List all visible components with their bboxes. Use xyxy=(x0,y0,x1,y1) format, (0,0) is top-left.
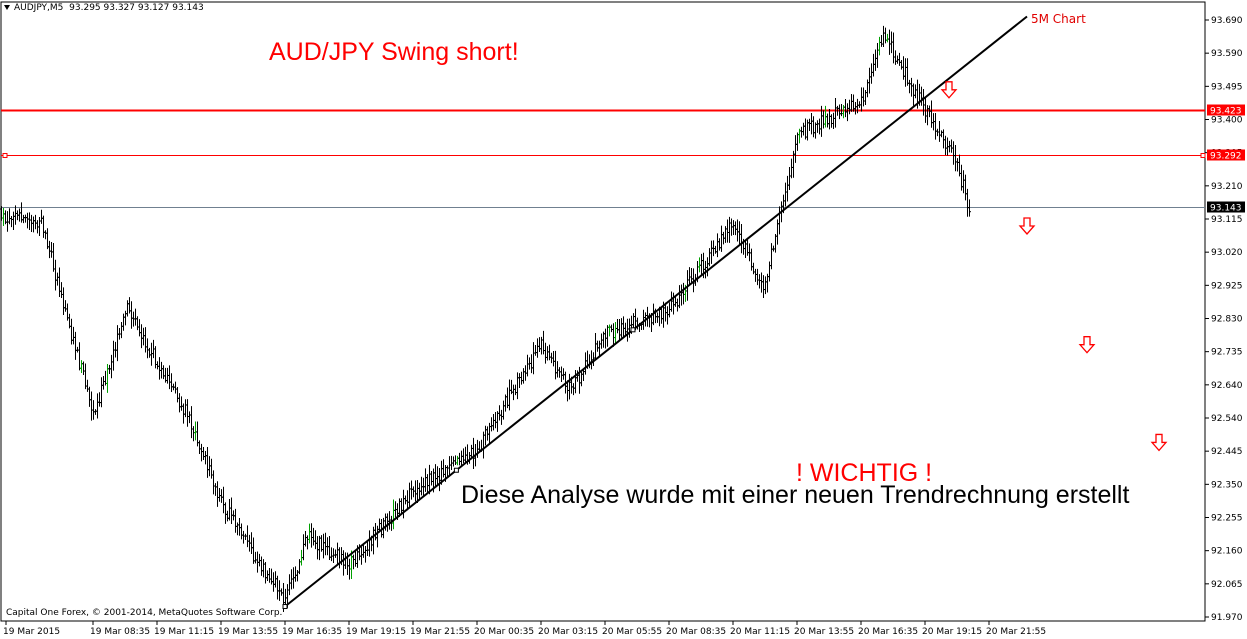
y-tick-label: 93.590 xyxy=(1211,49,1243,59)
x-tick-label: 19 Mar 2015 xyxy=(3,627,60,637)
down-arrow-icon xyxy=(1150,433,1168,452)
x-tick-label: 20 Mar 21:55 xyxy=(986,627,1046,637)
x-tick-label: 20 Mar 19:15 xyxy=(922,627,982,637)
y-tick-label: 92.445 xyxy=(1211,447,1243,457)
y-tick-label: 92.160 xyxy=(1211,547,1243,557)
y-tick-label: 92.255 xyxy=(1211,514,1243,524)
ohlc-values: 93.295 93.327 93.127 93.143 xyxy=(69,3,204,13)
y-tick-label: 93.495 xyxy=(1211,82,1243,92)
x-tick-label: 19 Mar 19:15 xyxy=(346,627,406,637)
down-arrow-icon xyxy=(1078,336,1096,354)
y-tick-label: 92.540 xyxy=(1211,414,1243,424)
copyright-text: Capital One Forex, © 2001-2014, MetaQuot… xyxy=(6,608,283,618)
line-anchor xyxy=(1200,153,1206,158)
x-tick-label: 19 Mar 21:55 xyxy=(410,627,470,637)
y-tick-label: 92.640 xyxy=(1211,381,1243,391)
price-tag xyxy=(1207,149,1245,161)
y-tick-label: 93.400 xyxy=(1211,116,1243,126)
y-tick-label: 92.925 xyxy=(1211,281,1243,291)
x-tick-label: 20 Mar 11:15 xyxy=(730,627,790,637)
y-tick-label: 92.350 xyxy=(1211,480,1243,490)
line-anchor xyxy=(2,153,8,158)
plot-frame xyxy=(0,1,1206,622)
y-tick-label: 92.065 xyxy=(1211,580,1243,590)
price-tag-label: 93.423 xyxy=(1210,107,1242,117)
y-tick-label: 93.020 xyxy=(1211,248,1243,258)
price-tag-label: 93.143 xyxy=(1210,204,1242,214)
y-tick-label: 93.690 xyxy=(1211,16,1243,26)
trendline xyxy=(284,15,1028,608)
x-tick-label: 20 Mar 00:35 xyxy=(474,627,534,637)
x-tick-label: 20 Mar 03:15 xyxy=(538,627,598,637)
x-tick-label: 20 Mar 13:55 xyxy=(794,627,854,637)
trendline-handle xyxy=(282,604,288,610)
chart-label: 5M Chart xyxy=(1031,12,1086,26)
symbol-header[interactable]: AUDJPY,M5 93.295 93.327 93.127 93.143 xyxy=(4,3,204,13)
symbol-name: AUDJPY,M5 xyxy=(14,3,64,13)
y-tick-label: 91.970 xyxy=(1211,613,1243,623)
ohlc-bars xyxy=(0,25,971,613)
headline-text: AUD/JPY Swing short! xyxy=(269,38,519,66)
x-tick-label: 20 Mar 05:55 xyxy=(602,627,662,637)
price-tag xyxy=(1207,201,1245,213)
warning-text: ! WICHTIG ! xyxy=(796,459,933,487)
dropdown-icon[interactable] xyxy=(4,5,10,10)
price-tag-label: 93.292 xyxy=(1210,152,1242,162)
x-tick-label: 20 Mar 16:35 xyxy=(858,627,918,637)
trendline-handle xyxy=(453,467,459,473)
price-tag xyxy=(1207,104,1245,116)
y-tick-label: 92.830 xyxy=(1211,315,1243,325)
trendline-handle xyxy=(630,327,636,333)
down-arrow-icon xyxy=(940,81,958,99)
y-tick-label: 93.210 xyxy=(1211,182,1243,192)
y-tick-label: 92.735 xyxy=(1211,348,1243,358)
x-tick-label: 20 Mar 08:35 xyxy=(666,627,726,637)
x-tick-label: 19 Mar 08:35 xyxy=(90,627,150,637)
x-tick-label: 19 Mar 11:15 xyxy=(154,627,214,637)
analysis-note: Diese Analyse wurde mit einer neuen Tren… xyxy=(461,481,1130,509)
x-tick-label: 19 Mar 13:55 xyxy=(218,627,278,637)
down-arrow-icon xyxy=(1018,217,1036,235)
y-tick-label: 93.115 xyxy=(1211,215,1243,225)
x-tick-label: 19 Mar 16:35 xyxy=(282,627,342,637)
